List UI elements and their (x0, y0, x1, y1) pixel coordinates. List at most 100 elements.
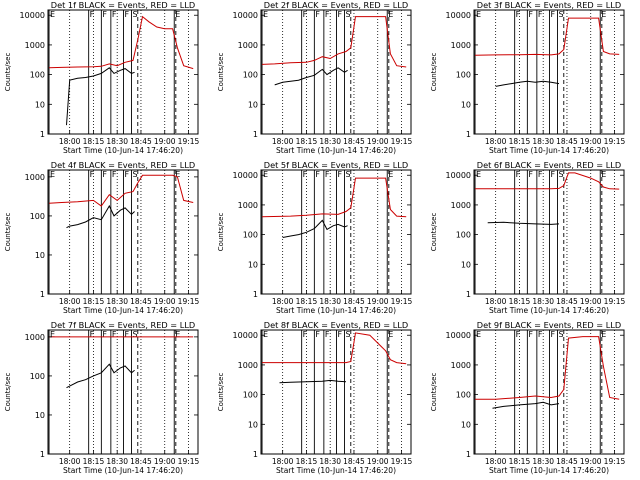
x-tick-label: 18:45 (556, 457, 578, 466)
marker-label: S (132, 330, 137, 339)
y-tick-label: 1 (40, 450, 45, 459)
marker-label: F (325, 10, 330, 19)
marker-label: F (102, 330, 107, 339)
marker-label: F (325, 170, 330, 179)
marker-label: F (528, 170, 533, 179)
y-axis-label: Counts/sec (217, 373, 225, 412)
x-axis-label: Start Time (10-Jun-14 17:46:20) (276, 306, 396, 315)
y-tick-label: 1000 (451, 41, 471, 50)
x-axis-label: Start Time (10-Jun-14 17:46:20) (489, 146, 609, 155)
marker-label: F (528, 10, 533, 19)
marker-label: E (50, 10, 55, 19)
marker-label: S (345, 330, 350, 339)
marker-label: F (315, 330, 320, 339)
marker-label: F (338, 10, 343, 19)
x-axis-label: Start Time (10-Jun-14 17:46:20) (63, 146, 183, 155)
marker-label: F (90, 170, 95, 179)
y-tick-label: 1000 (25, 173, 45, 182)
y-tick-label: 100 (456, 71, 471, 80)
x-tick-label: 18:00 (485, 137, 507, 146)
lld-series-line (262, 16, 407, 68)
events-series-line (274, 67, 348, 86)
marker-label: S (132, 10, 137, 19)
marker-label: F (112, 330, 117, 339)
marker-label: F (516, 170, 521, 179)
marker-label: F (516, 330, 521, 339)
events-series-line (487, 221, 560, 225)
marker-label: E (476, 330, 481, 339)
y-tick-label: 10 (461, 420, 471, 429)
x-tick-label: 18:45 (130, 297, 152, 306)
events-series-line (495, 80, 560, 87)
lld-series-line (475, 336, 620, 400)
marker-label: F (125, 170, 130, 179)
marker-label: E (388, 170, 393, 179)
marker-label: S (558, 170, 563, 179)
y-tick-label: 100 (456, 231, 471, 240)
marker-label: F (102, 10, 107, 19)
x-tick-label: 18:45 (556, 297, 578, 306)
y-tick-label: 10 (35, 251, 45, 260)
marker-label: F (303, 330, 308, 339)
x-tick-label: 19:00 (154, 137, 176, 146)
x-tick-label: 19:00 (580, 137, 602, 146)
events-series-line (66, 67, 135, 126)
x-axis-label: Start Time (10-Jun-14 17:46:20) (276, 466, 396, 475)
x-axis-label: Start Time (10-Jun-14 17:46:20) (489, 466, 609, 475)
marker-label: E (263, 10, 268, 19)
y-tick-label: 1 (253, 130, 258, 139)
y-axis-label: Counts/sec (217, 53, 225, 92)
y-tick-label: 1000 (451, 201, 471, 210)
y-axis-label: Counts/sec (4, 373, 12, 412)
x-tick-label: 18:15 (83, 137, 105, 146)
x-axis-label: Start Time (10-Jun-14 17:46:20) (276, 146, 396, 155)
x-tick-label: 18:00 (272, 297, 294, 306)
marker-label: E (476, 10, 481, 19)
x-tick-label: 19:15 (604, 457, 626, 466)
x-tick-label: 19:15 (178, 297, 200, 306)
marker-label: S (132, 170, 137, 179)
y-tick-label: 1 (466, 290, 471, 299)
plot-frame (473, 329, 625, 455)
marker-label: F (538, 10, 543, 19)
y-tick-label: 1000 (25, 41, 45, 50)
marker-label: F (102, 170, 107, 179)
x-tick-label: 18:45 (343, 137, 365, 146)
y-tick-label: 1000 (451, 361, 471, 370)
y-tick-label: 10000 (233, 171, 258, 180)
marker-label: F (538, 330, 543, 339)
x-tick-label: 18:45 (130, 457, 152, 466)
plot-frame (473, 169, 625, 295)
y-tick-label: 100 (30, 71, 45, 80)
marker-label: S (558, 330, 563, 339)
x-tick-label: 18:30 (319, 137, 341, 146)
x-tick-label: 18:00 (485, 297, 507, 306)
y-tick-label: 1 (40, 130, 45, 139)
x-tick-label: 18:00 (272, 457, 294, 466)
y-tick-label: 10000 (446, 331, 471, 340)
y-tick-label: 10000 (20, 11, 45, 20)
x-tick-label: 18:00 (272, 137, 294, 146)
y-axis-label: Counts/sec (430, 213, 438, 252)
marker-label: F (303, 170, 308, 179)
x-tick-label: 19:00 (367, 137, 389, 146)
y-tick-label: 1000 (238, 361, 258, 370)
y-axis-label: Counts/sec (430, 53, 438, 92)
events-series-line (492, 401, 560, 409)
x-axis-label: Start Time (10-Jun-14 17:46:20) (63, 466, 183, 475)
y-tick-label: 100 (243, 231, 258, 240)
marker-label: F (551, 330, 556, 339)
lld-series-line (49, 15, 194, 70)
panel-title: Det 4f BLACK = Events, RED = LLD (51, 160, 195, 170)
x-tick-label: 19:00 (367, 457, 389, 466)
y-tick-label: 10 (35, 411, 45, 420)
y-tick-label: 10000 (446, 171, 471, 180)
panel-title: Det 2f BLACK = Events, RED = LLD (264, 0, 408, 10)
x-tick-label: 18:45 (343, 457, 365, 466)
marker-label: F (90, 10, 95, 19)
marker-label: E (601, 10, 606, 19)
